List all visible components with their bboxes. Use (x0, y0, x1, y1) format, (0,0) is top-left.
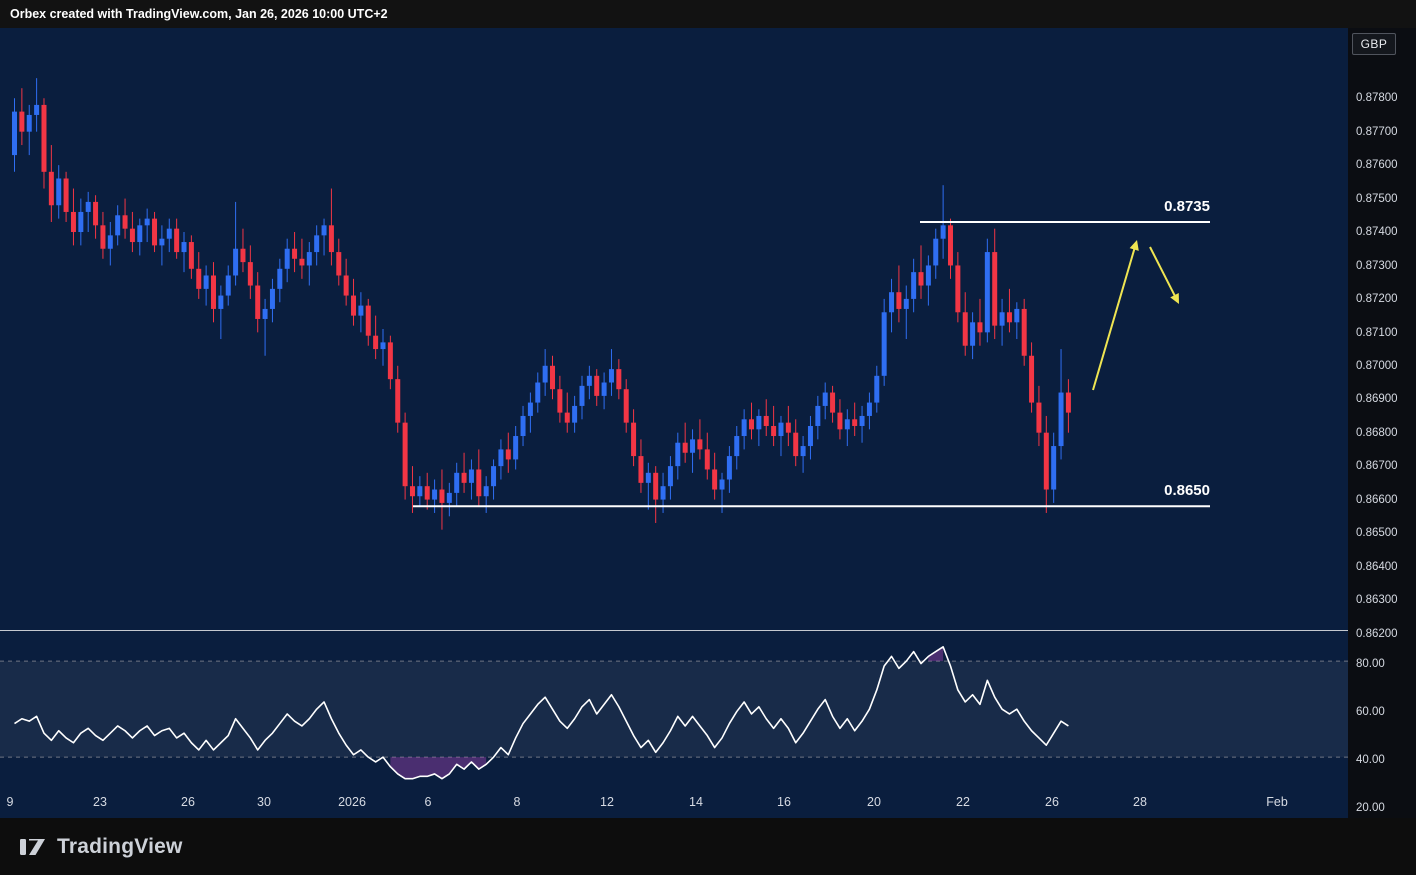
rsi-label: 60.00 (1356, 706, 1385, 719)
price-label: 0.87500 (1356, 192, 1398, 205)
price-label: 0.87800 (1356, 92, 1398, 105)
time-label: 12 (600, 795, 614, 809)
time-axis[interactable]: 9 23 26 30 2026 6 8 12 14 16 20 22 26 28 Feb (0, 790, 1348, 818)
price-label: 0.86900 (1356, 393, 1398, 406)
rsi-label: 80.00 (1356, 658, 1385, 671)
price-axis[interactable]: 0.87800 0.87700 0.87600 0.87500 0.87400 0.873… (1348, 28, 1416, 818)
time-label: 20 (867, 795, 881, 809)
price-label: 0.86700 (1356, 460, 1398, 473)
time-label: 23 (93, 795, 107, 809)
currency-badge[interactable]: GBP (1352, 33, 1396, 55)
attribution-bar: Orbex created with TradingView.com, Jan … (0, 0, 1416, 28)
rsi-label: 40.00 (1356, 754, 1385, 767)
rsi-label: 20.00 (1356, 802, 1385, 815)
attribution-text: Orbex created with TradingView.com, Jan … (10, 7, 388, 21)
time-label: 28 (1133, 795, 1147, 809)
price-label: 0.87600 (1356, 159, 1398, 172)
time-label: 14 (689, 795, 703, 809)
time-label: 8 (513, 795, 521, 809)
time-label: 30 (257, 795, 271, 809)
tradingview-brand-text[interactable]: TradingView (57, 834, 183, 858)
time-label: 26 (1045, 795, 1059, 809)
time-label: 26 (181, 795, 195, 809)
tradingview-logo-icon[interactable] (18, 834, 48, 860)
support-price-label: 0.8650 (1164, 482, 1210, 500)
price-label: 0.86800 (1356, 426, 1398, 439)
price-label: 0.87000 (1356, 360, 1398, 373)
price-label: 0.86200 (1356, 627, 1398, 640)
footer-bar: TradingView (0, 818, 1416, 875)
price-label: 0.86300 (1356, 594, 1398, 607)
time-label: 9 (6, 795, 14, 809)
time-label: 22 (956, 795, 970, 809)
price-label: 0.86500 (1356, 527, 1398, 540)
price-label: 0.87400 (1356, 226, 1398, 239)
price-label: 0.87300 (1356, 259, 1398, 272)
price-label: 0.87100 (1356, 326, 1398, 339)
price-label: 0.86400 (1356, 560, 1398, 573)
time-label: 2026 (338, 795, 366, 809)
price-label: 0.87200 (1356, 293, 1398, 306)
time-label: Feb (1266, 795, 1288, 809)
time-label: 16 (777, 795, 791, 809)
price-label: 0.86600 (1356, 493, 1398, 506)
time-label: 6 (424, 795, 432, 809)
resistance-price-label: 0.8735 (1164, 197, 1210, 215)
price-label: 0.87700 (1356, 125, 1398, 138)
